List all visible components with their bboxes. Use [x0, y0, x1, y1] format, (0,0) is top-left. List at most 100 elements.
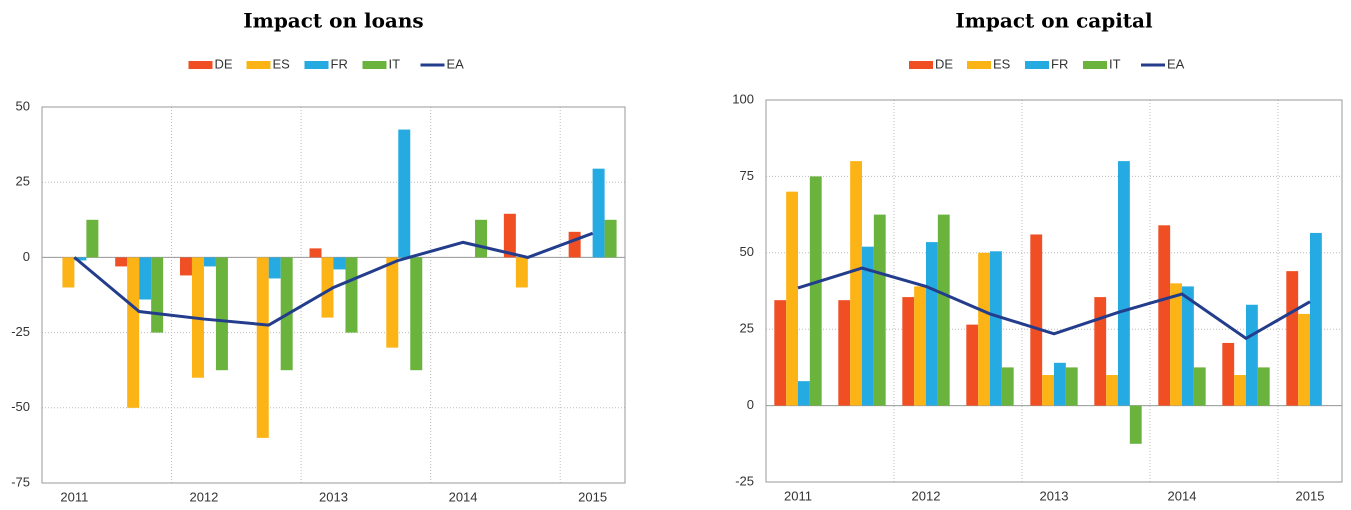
- bar: [1234, 375, 1246, 406]
- chart-title: Impact on loans: [243, 9, 423, 33]
- legend-swatch: [1025, 61, 1049, 69]
- plot-frame: [41, 106, 626, 484]
- legend-label: DE: [935, 56, 953, 71]
- bar: [774, 300, 787, 406]
- x-tick-label: 2013: [319, 489, 348, 504]
- bar: [151, 257, 164, 333]
- legend-swatch: [246, 61, 271, 69]
- bar: [926, 242, 938, 406]
- bar: [62, 257, 75, 288]
- bar: [1030, 234, 1043, 406]
- bar: [309, 248, 322, 258]
- x-tick-label: 2015: [578, 489, 607, 504]
- ea-line: [73, 231, 594, 327]
- y-tick-label: -75: [11, 474, 30, 489]
- bar: [902, 297, 915, 406]
- bar: [1065, 367, 1078, 406]
- bar: [1158, 225, 1171, 406]
- x-tick-label: 2014: [449, 489, 478, 504]
- y-tick-label: 25: [16, 174, 30, 189]
- plot-frame: [765, 99, 1343, 483]
- x-tick-label: 2011: [784, 488, 812, 503]
- bar: [333, 257, 346, 270]
- legend-label: ES: [993, 56, 1011, 71]
- bar: [139, 257, 152, 300]
- bar: [1222, 342, 1235, 406]
- legend-swatch: [909, 61, 933, 69]
- y-tick-label: -50: [11, 399, 30, 414]
- bar: [592, 168, 605, 258]
- legend-label: FR: [331, 56, 348, 71]
- bar: [203, 257, 216, 267]
- ea-line: [797, 266, 1311, 341]
- legend-swatch: [188, 61, 213, 69]
- legend-label: EA: [447, 56, 465, 71]
- bar: [321, 257, 334, 318]
- legend-label: EA: [1167, 56, 1185, 71]
- y-tick-label: 0: [23, 249, 30, 264]
- bar: [1001, 367, 1014, 406]
- x-tick-label: 2015: [1296, 488, 1325, 503]
- bar: [215, 257, 228, 371]
- bar: [838, 300, 851, 406]
- y-tick-label: 50: [740, 244, 754, 259]
- legend-label: ES: [273, 56, 291, 71]
- bar: [914, 286, 926, 406]
- x-tick-label: 2014: [1168, 488, 1197, 503]
- bar: [115, 257, 128, 267]
- bar: [1286, 271, 1299, 406]
- bar: [1129, 405, 1142, 444]
- y-tick-label: 25: [740, 321, 754, 336]
- legend-swatch: [967, 61, 991, 69]
- bar: [1170, 283, 1182, 406]
- bar: [1310, 232, 1322, 406]
- bar: [1106, 375, 1118, 406]
- bar: [1054, 362, 1066, 406]
- bar: [398, 129, 411, 258]
- bar: [256, 257, 269, 438]
- bar: [873, 214, 886, 406]
- bar: [179, 257, 192, 276]
- bar: [978, 252, 990, 406]
- bar: [850, 161, 862, 406]
- bar: [1257, 367, 1270, 406]
- bar: [127, 257, 140, 408]
- y-tick-label: 0: [747, 397, 754, 412]
- bar: [809, 176, 822, 406]
- legend-swatch: [1083, 61, 1107, 69]
- y-tick-label: -25: [11, 324, 30, 339]
- bar: [966, 324, 979, 406]
- y-tick-label: 75: [740, 168, 754, 183]
- legend-label: FR: [1051, 56, 1068, 71]
- bar: [410, 257, 423, 371]
- y-tick-label: -25: [735, 473, 754, 488]
- chart-title: Impact on capital: [955, 9, 1153, 33]
- bar: [475, 219, 488, 258]
- bar: [1193, 367, 1206, 406]
- y-tick-label: 100: [732, 91, 754, 106]
- x-tick-label: 2013: [1040, 488, 1069, 503]
- legend-label: IT: [389, 56, 401, 71]
- bar: [604, 219, 617, 258]
- x-tick-label: 2011: [60, 489, 88, 504]
- bar: [86, 219, 99, 258]
- x-tick-label: 2012: [912, 488, 941, 503]
- legend-swatch: [362, 61, 387, 69]
- bar: [1246, 304, 1258, 406]
- bar: [1042, 375, 1054, 406]
- y-tick-label: 50: [16, 98, 30, 113]
- bar: [1118, 161, 1130, 406]
- legend-swatch: [304, 61, 329, 69]
- bar: [1182, 286, 1194, 406]
- bar: [74, 257, 87, 261]
- bar: [798, 381, 810, 406]
- legend-label: DE: [215, 56, 233, 71]
- bar: [515, 257, 528, 288]
- bar: [1298, 313, 1310, 406]
- bar: [1094, 297, 1107, 406]
- legend-label: IT: [1109, 56, 1121, 71]
- bar: [786, 191, 798, 406]
- bar: [345, 257, 358, 333]
- x-tick-label: 2012: [189, 489, 218, 504]
